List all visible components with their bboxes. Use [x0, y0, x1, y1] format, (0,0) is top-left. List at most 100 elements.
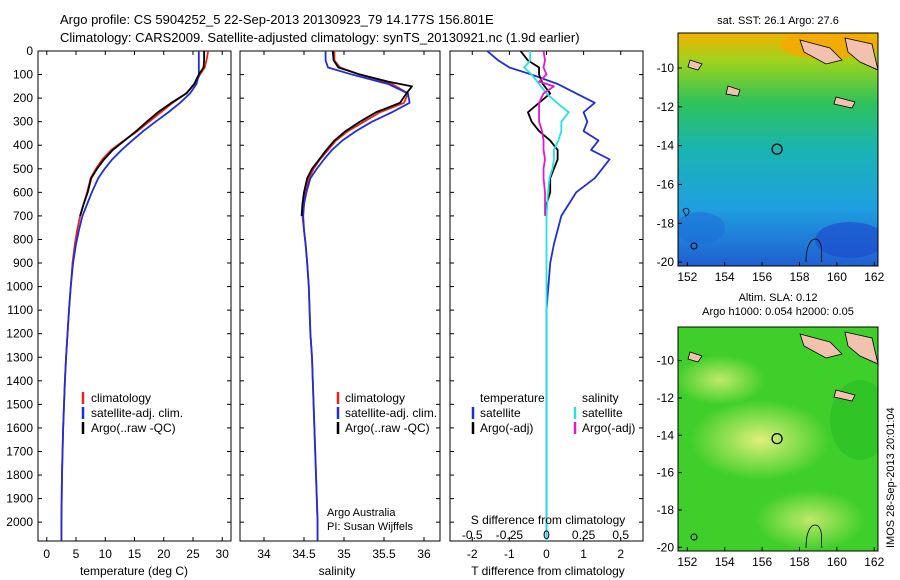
reef-outline [805, 524, 823, 549]
x-tick-label: 10 [99, 547, 113, 561]
x-tick-label: 0 [43, 547, 50, 561]
sst-cool-patch [815, 222, 878, 258]
sst-map-ticks: 152 154 156 158 160 162 -10 -12 -14 -16 -18 -20 [657, 61, 885, 284]
temperature-panel [37, 50, 232, 542]
sla-high-patch [678, 355, 765, 405]
map-x-tick-label: 162 [864, 555, 884, 569]
island-dot [690, 533, 698, 541]
island-shape [687, 351, 703, 363]
tdiff-xlabel: T difference from climatology [471, 564, 625, 578]
depth-tick-label: 400 [13, 138, 33, 152]
map-x-tick-label: 156 [752, 555, 772, 569]
x-tick-label: -2 [467, 547, 478, 561]
map-y-tick-label: -12 [657, 100, 675, 114]
sst-map-title: sat. SST: 26.1 Argo: 27.6 [717, 15, 839, 27]
legend-label-s-argo: Argo(-adj) [582, 421, 635, 435]
map-x-tick-label: 160 [827, 270, 847, 284]
sst-map [678, 33, 878, 266]
map-y-tick-label: -10 [657, 61, 675, 75]
legend-label-satellite: satellite-adj. clim. [91, 406, 183, 420]
difference-lines [486, 51, 611, 541]
difference-line-salinity-argo-adj- [538, 51, 555, 216]
legend-title-salinity: salinity [582, 391, 619, 405]
reef-outline [805, 238, 823, 263]
map-x-tick-label: 152 [677, 270, 697, 284]
x-tick-label: 35 [337, 547, 351, 561]
sdiff-tick-label: 0.5 [612, 528, 629, 542]
depth-tick-label: 1400 [6, 374, 33, 388]
difference-legend: temperature satellite Argo(-adj) salinit… [471, 391, 635, 435]
depth-tick-label: 1000 [6, 280, 33, 294]
map-y-tick-label: -12 [657, 391, 675, 405]
sla-high-patch [690, 400, 830, 480]
salinity-annotation-1: Argo Australia [327, 507, 396, 519]
x-tick-label: 2 [617, 547, 624, 561]
sst-cool-patch [678, 212, 725, 244]
depth-axis: 0 100 200 300 400 500 600 700 800 900 1000 1100 1200… [6, 44, 643, 529]
title-line-2: Climatology: CARS2009. Satellite-adjuste… [60, 30, 580, 45]
map-y-tick-label: -18 [657, 216, 675, 230]
difference-line-salinity-satellite [523, 51, 570, 541]
x-tick-label: 25 [186, 547, 200, 561]
sla-map-frame [677, 326, 879, 552]
map-y-tick-label: -14 [657, 139, 675, 153]
title-line-1: Argo profile: CS 5904252_5 22-Sep-2013 2… [60, 12, 494, 27]
island-shape [833, 389, 856, 402]
difference-line-temperature-argo-adj- [519, 51, 559, 216]
depth-tick-label: 1100 [7, 303, 33, 317]
map-x-tick-label: 160 [827, 555, 847, 569]
sla-map-ticks: 152 154 156 158 160 162 -10 -12 -14 -16 -18 -20 [657, 354, 885, 569]
map-y-tick-label: -20 [657, 255, 675, 269]
x-tick-label: 34 [257, 547, 271, 561]
x-tick-label: 36 [417, 547, 431, 561]
depth-tick-label: 2000 [6, 515, 33, 529]
temperature-line-satellite-adj-clim- [60, 51, 200, 541]
map-x-tick-label: 162 [864, 270, 884, 284]
sla-high-patch [755, 490, 865, 550]
map-y-tick-label: -14 [657, 428, 675, 442]
x-tick-label: 0 [543, 547, 550, 561]
legend-label-argo: Argo(..raw -QC) [91, 421, 176, 435]
depth-tick-label: 1200 [6, 327, 33, 341]
legend-label-t-argo: Argo(-adj) [480, 421, 533, 435]
x-tick-label: 5 [73, 547, 80, 561]
island-shape [833, 96, 856, 109]
depth-tick-label: 300 [13, 115, 33, 129]
salinity-xlabel: salinity [319, 564, 356, 578]
depth-tick-label: 1300 [6, 350, 33, 364]
salinity-line-satellite-adj-clim- [302, 51, 411, 541]
x-tick-label: 30 [216, 547, 230, 561]
sla-map [678, 327, 878, 551]
x-tick-label: 20 [157, 547, 171, 561]
x-axes: 0 5 10 15 20 25 30 34 34.5 35 35.5 36 -2 -1 0 1 2 [43, 51, 624, 561]
map-y-tick-label: -10 [657, 354, 675, 368]
island-shape [725, 85, 741, 97]
sdiff-tick-label: 0 [543, 528, 550, 542]
x-tick-label: 15 [128, 547, 142, 561]
x-tick-label: 35.5 [372, 547, 396, 561]
temperature-xlabel: temperature (deg C) [80, 564, 188, 578]
map-x-tick-label: 156 [752, 270, 772, 284]
depth-tick-label: 200 [13, 91, 33, 105]
argo-location-marker [771, 143, 783, 155]
x-tick-label: 34.5 [292, 547, 316, 561]
sdiff-tick-label: -0.25 [496, 528, 524, 542]
map-x-tick-label: 152 [677, 555, 697, 569]
argo-location-marker [771, 432, 783, 445]
depth-tick-label: 800 [13, 232, 33, 246]
x-tick-label: 1 [580, 547, 587, 561]
difference-line-temperature-satellite [486, 51, 611, 541]
island-shape [687, 59, 703, 71]
temperature-line-argo-raw-qc- [79, 51, 205, 217]
island-shape [844, 331, 878, 365]
map-y-tick-label: -16 [657, 177, 675, 191]
map-x-tick-label: 158 [789, 555, 809, 569]
legend-label-t-satellite: satellite [480, 406, 521, 420]
legend-label-climatology: climatology [91, 391, 151, 405]
x-tick-label: -1 [504, 547, 515, 561]
depth-tick-label: 1900 [6, 492, 33, 506]
legend-label-s-satellite: satellite [582, 406, 623, 420]
map-x-tick-label: 154 [715, 270, 735, 284]
depth-tick-label: 1800 [6, 468, 33, 482]
